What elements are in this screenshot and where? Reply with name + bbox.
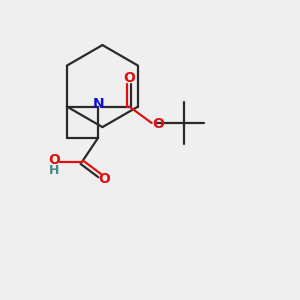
Text: O: O [48, 153, 60, 167]
Text: O: O [123, 71, 135, 85]
Text: O: O [99, 172, 111, 186]
Text: O: O [152, 116, 164, 130]
Text: H: H [49, 164, 59, 177]
Text: N: N [92, 97, 104, 111]
